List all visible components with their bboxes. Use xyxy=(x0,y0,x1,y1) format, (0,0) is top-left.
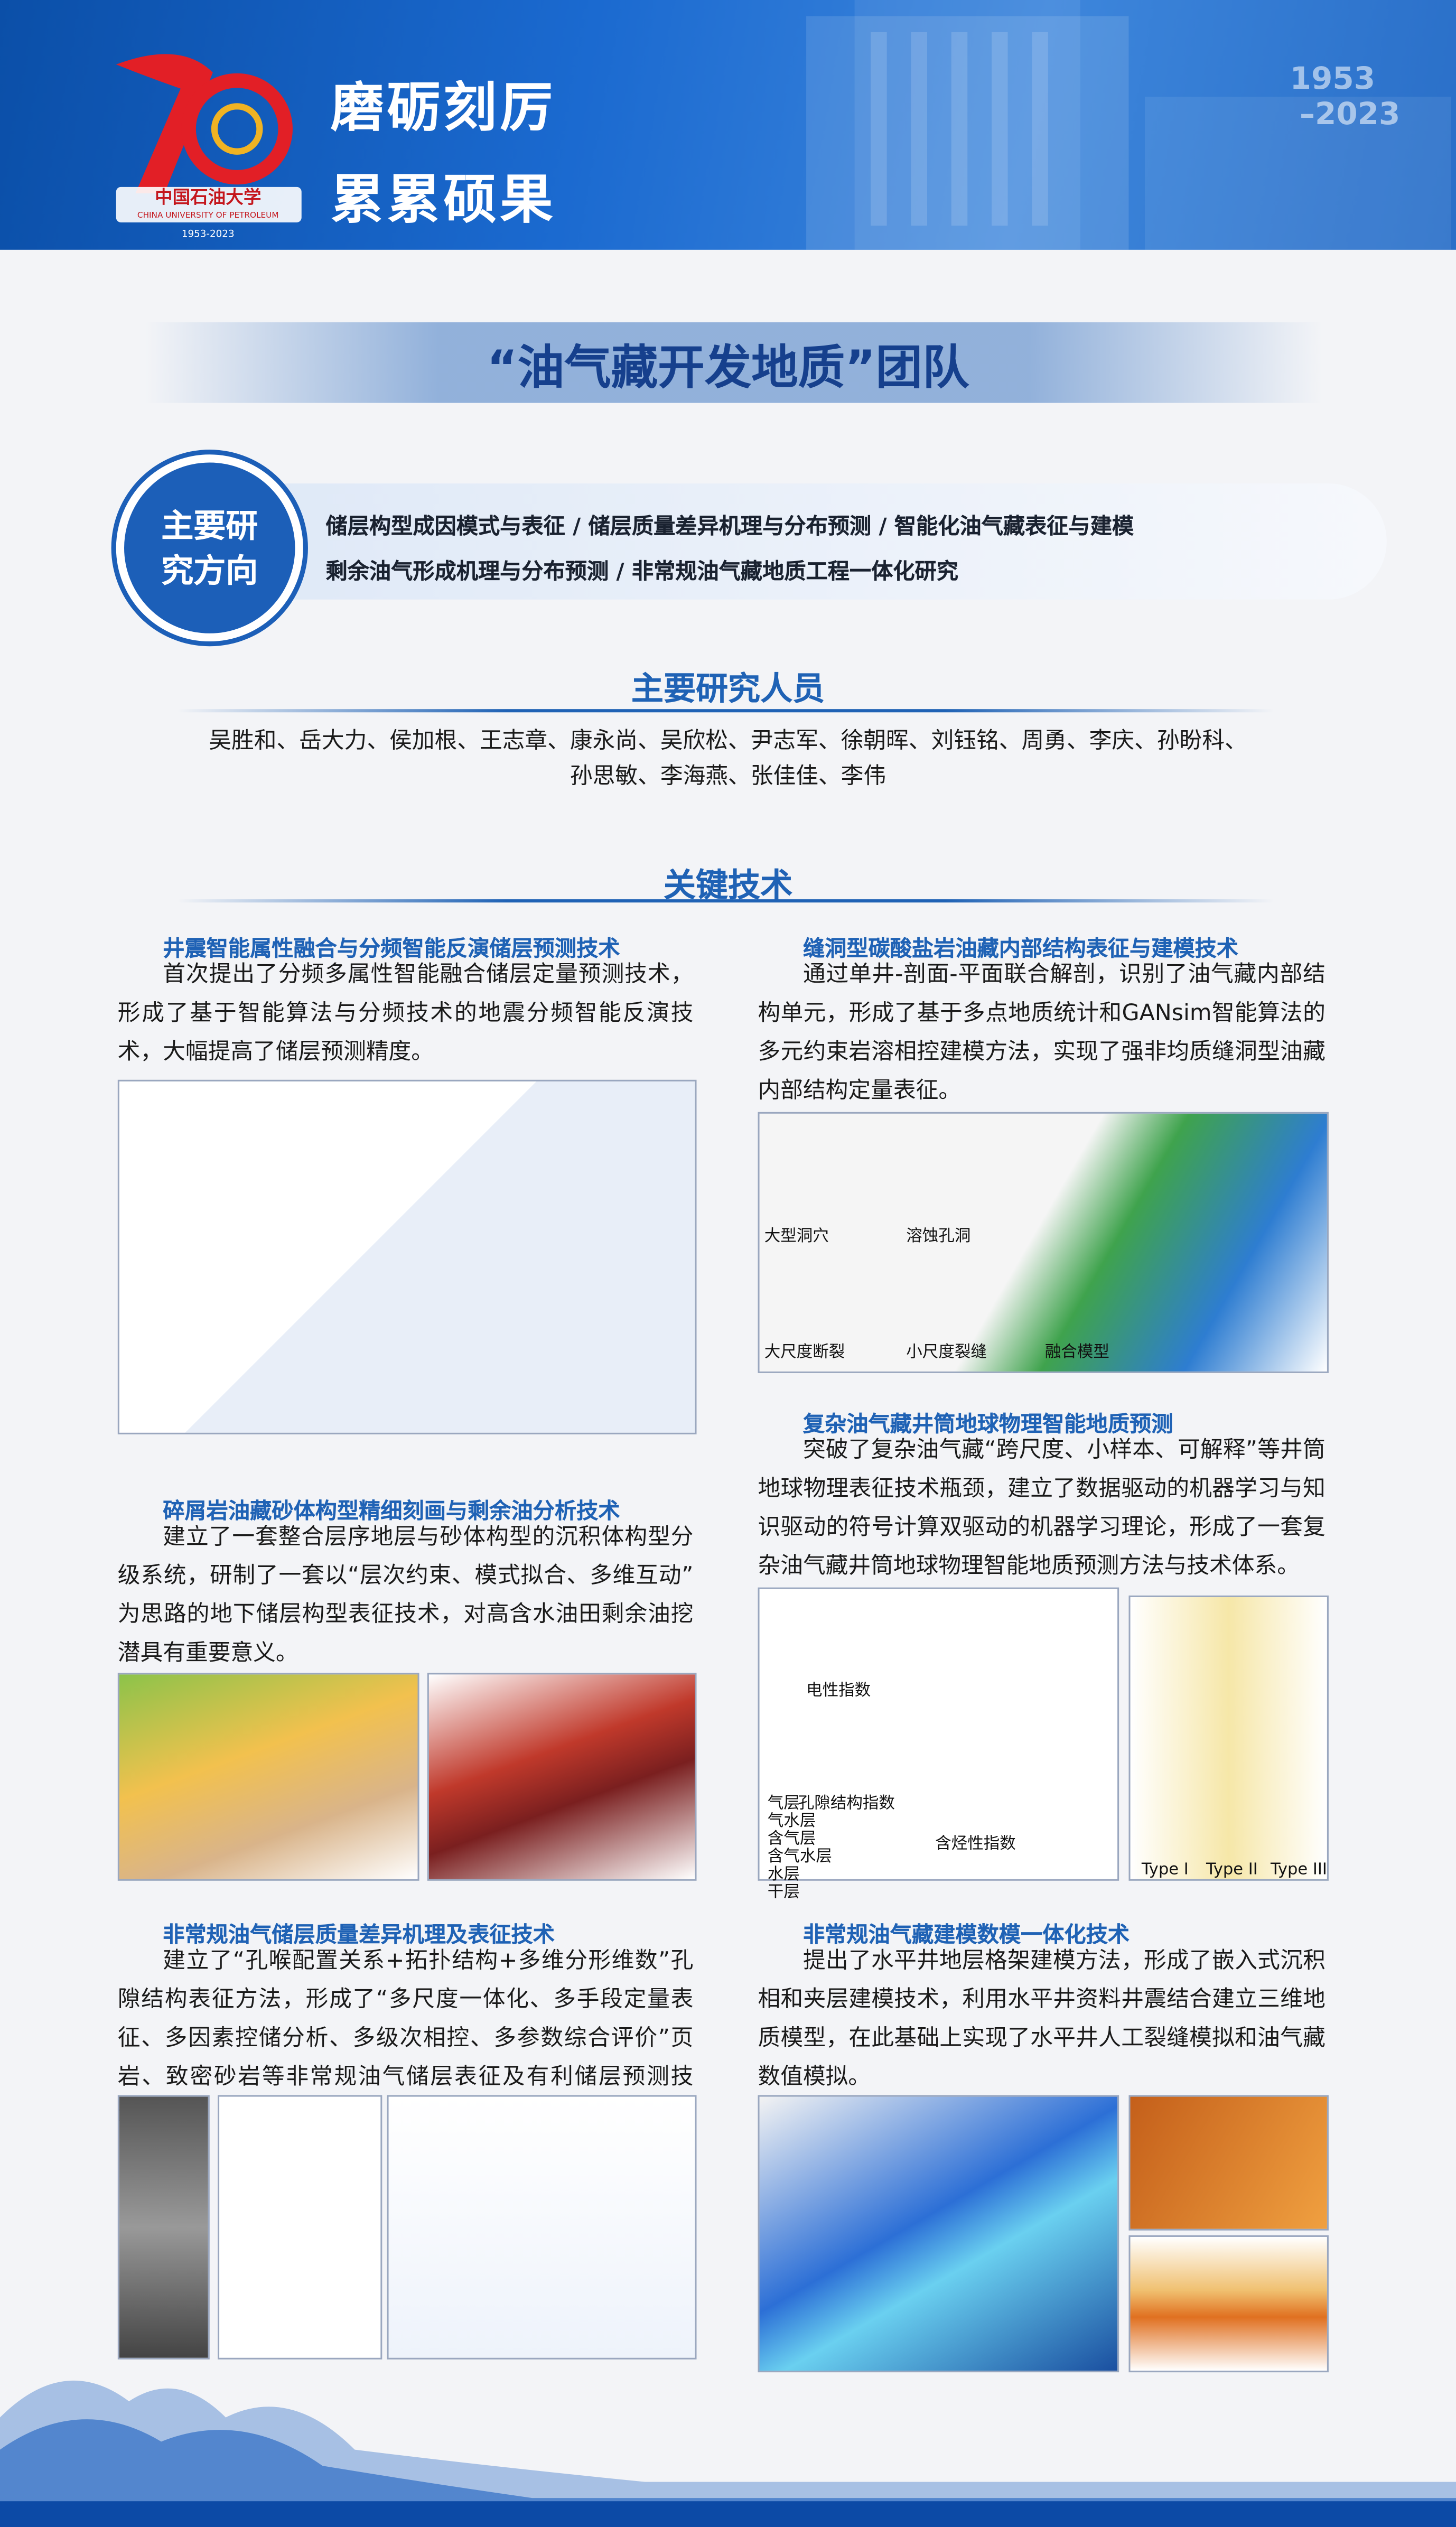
names: 孙思敏、李海燕、张佳佳、李伟 xyxy=(570,763,886,790)
team-title: “油气藏开发地质”团队 xyxy=(487,340,969,395)
tech-heading: 井震智能属性融合与分频智能反演储层预测技术 xyxy=(163,936,620,963)
tech-text: 突破了复杂油气藏“跨尺度、小样本、可解释”等井筒地球物理表征技术瓶颈，建立了数据… xyxy=(758,1437,1326,1580)
figure-image xyxy=(1128,2235,1329,2373)
year: –2023 xyxy=(1299,97,1401,133)
figure-label: 气层 xyxy=(767,1795,800,1813)
direction-item: 储层构型成因模式与表征 / 储层质量差异机理与分布预测 / 智能化油气藏表征与建… xyxy=(325,514,1134,540)
title-band xyxy=(145,322,1322,403)
direction-label: 主要研究方向 xyxy=(161,506,258,590)
rule xyxy=(177,899,1274,903)
logo-cn: 中国石油大学 xyxy=(155,187,261,207)
figure-image xyxy=(427,1673,697,1881)
year: 1953 xyxy=(1290,61,1376,97)
figure-label: 小尺度裂缝 xyxy=(906,1344,987,1362)
direction-box xyxy=(258,483,1387,600)
figure-image xyxy=(758,1587,1119,1881)
logo-years: 1953-2023 xyxy=(182,228,235,239)
tech-text: 提出了水平井地层格架建模方法，形成了嵌入式沉积相和夹层建模技术，利用水平井资料井… xyxy=(758,1948,1326,2091)
figure-image xyxy=(117,1673,419,1881)
figure-label: 溶蚀孔洞 xyxy=(906,1228,971,1246)
figure-label: 含气水层 xyxy=(767,1848,832,1867)
figure-label: Type I xyxy=(1141,1861,1189,1879)
tech-heading: 复杂油气藏井筒地球物理智能地质预测 xyxy=(802,1412,1173,1438)
direction-badge: 主要研究方向 xyxy=(116,454,303,642)
figure-label: 含烃性指数 xyxy=(935,1835,1016,1853)
slogan: 磨砺刻厉 xyxy=(330,76,556,139)
figure-label: 大型洞穴 xyxy=(764,1228,829,1246)
figure-label: 融合模型 xyxy=(1044,1344,1109,1362)
figure-label: 孔隙结构指数 xyxy=(798,1795,895,1813)
header: 中国石油大学 CHINA UNIVERSITY OF PETROLEUM 195… xyxy=(0,0,1456,250)
tech-text: 建立了“孔喉配置关系+拓扑结构+多维分形维数”孔隙结构表征方法，形成了“多尺度一… xyxy=(117,1948,694,2129)
figure-label: Type III xyxy=(1271,1861,1327,1879)
figure-label: 干层 xyxy=(767,1883,800,1902)
figure-image xyxy=(1128,2095,1329,2231)
figure-label: 气水层 xyxy=(767,1813,816,1831)
logo-en: CHINA UNIVERSITY OF PETROLEUM xyxy=(137,210,279,220)
figure-label: 大尺度断裂 xyxy=(764,1344,845,1362)
figure-label: 含气层 xyxy=(767,1831,816,1849)
tech-heading: 碎屑岩油藏砂体构型精细刻画与剩余油分析技术 xyxy=(163,1498,620,1525)
tech-text: 首次提出了分频多属性智能融合储层定量预测技术，形成了基于智能算法与分频技术的地震… xyxy=(117,962,694,1066)
figure-image xyxy=(117,1079,697,1434)
direction-item: 剩余油气形成机理与分布预测 / 非常规油气藏地质工程一体化研究 xyxy=(325,559,958,585)
footer-mountains xyxy=(0,2380,1456,2527)
section-title: 主要研究人员 xyxy=(631,668,825,708)
figure-image xyxy=(387,2095,697,2360)
tech-text: 建立了一套整合层序地层与砂体构型的沉积体构型分级系统，研制了一套以“层次约束、模… xyxy=(117,1524,694,1667)
tech-text: 通过单井-剖面-平面联合解剖，识别了油气藏内部结构单元，形成了基于多点地质统计和… xyxy=(758,962,1326,1104)
figure-label: 水层 xyxy=(767,1866,800,1884)
names: 吴胜和、岳大力、侯加根、王志章、康永尚、吴欣松、尹志军、徐朝晖、刘钰铭、周勇、李… xyxy=(209,728,1247,754)
header-building xyxy=(806,0,1451,250)
figure-image xyxy=(758,2095,1119,2373)
logo: 中国石油大学 CHINA UNIVERSITY OF PETROLEUM 195… xyxy=(116,54,302,239)
tech-heading: 缝洞型碳酸盐岩油藏内部结构表征与建模技术 xyxy=(802,936,1239,963)
figure-image xyxy=(117,2095,210,2360)
slogan: 累累硕果 xyxy=(330,167,556,231)
tech-heading: 非常规油气藏建模数模一体化技术 xyxy=(802,1923,1130,1948)
figure-image xyxy=(1128,1595,1329,1881)
figure-label: 电性指数 xyxy=(806,1682,871,1701)
figure-label: Type II xyxy=(1206,1861,1258,1879)
rule xyxy=(177,709,1274,713)
figure-image xyxy=(218,2095,382,2360)
figure-image xyxy=(758,1112,1329,1373)
section-title: 关键技术 xyxy=(663,865,793,905)
tech-heading: 非常规油气储层质量差异机理及表征技术 xyxy=(163,1923,555,1948)
